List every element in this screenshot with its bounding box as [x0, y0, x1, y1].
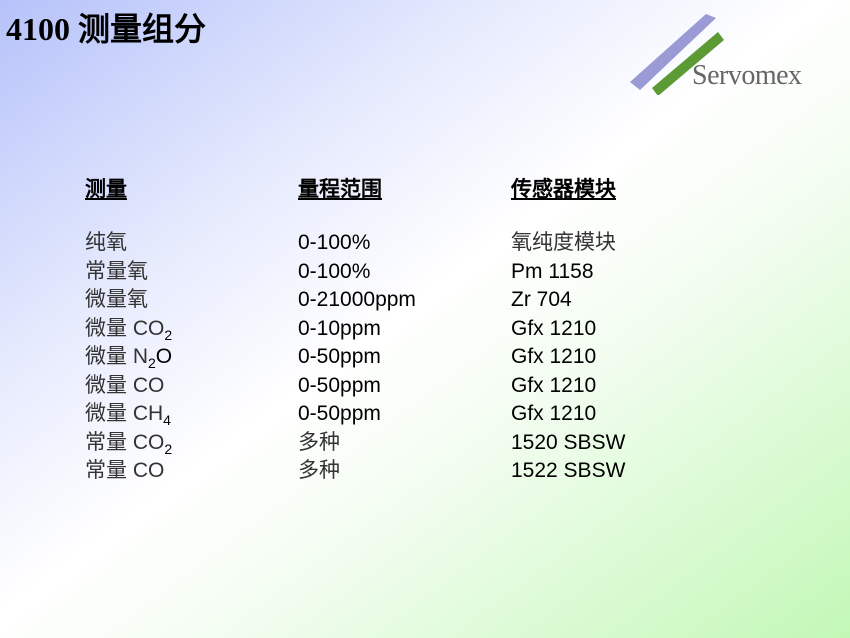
subscript: 2	[164, 326, 173, 343]
measurement-name: 微量氧	[85, 288, 148, 311]
measurement-name: 微量 CO	[85, 373, 165, 397]
measurement-cell: 微量 CO	[85, 372, 164, 400]
sensor-cell: 1522 SBSW	[511, 459, 626, 482]
subscript: 2	[164, 440, 173, 457]
range-cell: 0-50ppm	[298, 373, 381, 397]
formula-suffix: O	[155, 345, 173, 368]
slide-title: 4100 测量组分	[6, 11, 207, 47]
measurement-cell: 微量 N2O	[85, 343, 172, 371]
range-cell: 0-100%	[298, 259, 371, 283]
measurement-name: 纯氧	[85, 231, 127, 254]
measurement-cell: 微量 CH4	[85, 400, 171, 428]
measurement-cell: 纯氧	[85, 229, 127, 257]
range-cell: 多种	[298, 459, 340, 482]
measurement-name: 微量 N	[85, 345, 148, 368]
measurement-name: 微量 CH	[85, 402, 164, 425]
measurement-cell: 常量 CO2	[85, 429, 172, 457]
measurement-name: 常量氧	[85, 259, 148, 283]
subscript: 4	[163, 412, 171, 428]
sensor-cell: Gfx 1210	[511, 345, 597, 368]
sensor-cell: 1520 SBSW	[511, 430, 626, 454]
sensor-cell: Pm 1158	[511, 259, 594, 283]
header-measurement: 测量	[85, 178, 127, 201]
range-cell: 0-50ppm	[298, 402, 381, 425]
range-cell: 0-100%	[298, 231, 371, 254]
measurement-cell: 常量 CO	[85, 457, 164, 485]
header-range: 量程范围	[298, 178, 382, 201]
measurement-name: 常量 CO	[85, 430, 165, 454]
logo-text: Servomex	[692, 60, 802, 91]
sensor-cell: Gfx 1210	[511, 373, 597, 397]
sensor-cell: Gfx 1210	[511, 316, 597, 340]
measurement-cell: 微量 CO2	[85, 315, 172, 343]
header-sensor: 传感器模块	[511, 178, 616, 201]
measurement-cell: 常量氧	[85, 258, 148, 286]
measurement-name: 微量 CO	[85, 316, 165, 340]
range-cell: 0-50ppm	[298, 345, 381, 368]
measurement-cell: 微量氧	[85, 286, 148, 314]
servomex-logo	[630, 14, 724, 95]
logo-stripe-green	[652, 32, 724, 95]
sensor-cell: Gfx 1210	[511, 402, 597, 425]
measurement-name: 常量 CO	[85, 459, 165, 482]
range-cell: 0-10ppm	[298, 316, 381, 340]
subscript: 2	[148, 355, 156, 371]
range-cell: 0-21000ppm	[298, 288, 416, 311]
logo-stripe-blue	[630, 14, 716, 90]
range-cell: 多种	[298, 430, 340, 454]
sensor-cell: 氧纯度模块	[511, 231, 616, 254]
sensor-cell: Zr 704	[511, 288, 572, 311]
